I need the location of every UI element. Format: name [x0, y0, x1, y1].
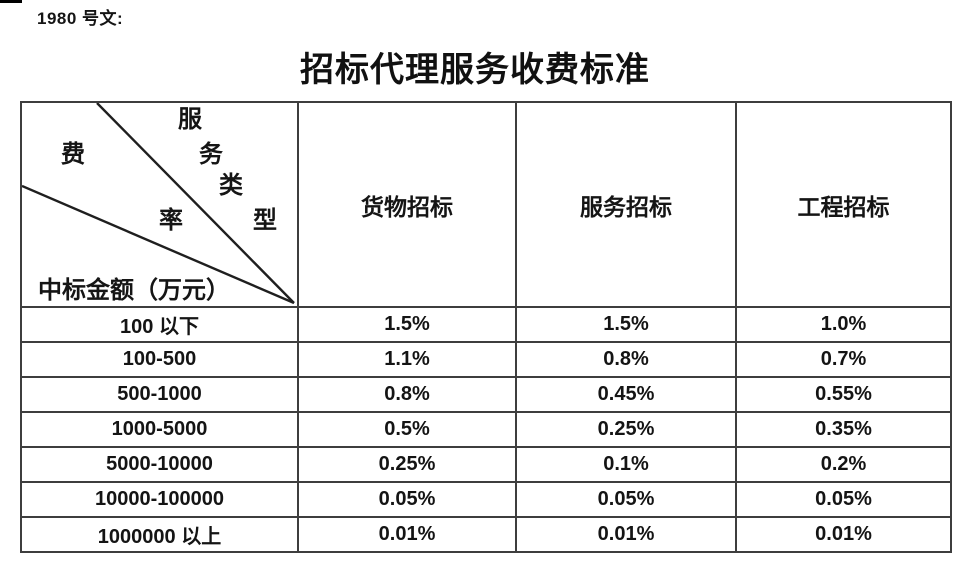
rate-cell: 0.55%	[735, 376, 952, 413]
table-row: 1000-5000 0.5% 0.25% 0.35%	[20, 411, 952, 448]
column-header-engineering: 工程招标	[735, 101, 952, 308]
amount-cell: 1000-5000	[20, 411, 299, 448]
column-header-goods: 货物招标	[297, 101, 517, 308]
table-row: 500-1000 0.8% 0.45% 0.55%	[20, 376, 952, 413]
document-number-label: 1980 号文:	[37, 9, 124, 28]
fee-standard-table: 服 务 类 型 费 率 中标金额（万元） 货物招标 服务招标 工程招标 100 …	[20, 101, 952, 553]
diagonal-corner-cell: 服 务 类 型 费 率 中标金额（万元）	[20, 101, 299, 308]
header-row: 服 务 类 型 费 率 中标金额（万元） 货物招标 服务招标 工程招标	[20, 101, 952, 308]
row-axis-char: 费	[61, 142, 85, 168]
row-axis-char: 率	[159, 208, 183, 234]
rate-cell: 0.8%	[515, 341, 737, 378]
scan-edge-mark	[0, 0, 22, 3]
amount-cell: 100-500	[20, 341, 299, 378]
table-row: 5000-10000 0.25% 0.1% 0.2%	[20, 446, 952, 483]
amount-cell: 1000000 以上	[20, 516, 299, 553]
diagonal-lines	[22, 103, 295, 304]
col-axis-char: 服	[178, 107, 202, 133]
table-row: 1000000 以上 0.01% 0.01% 0.01%	[20, 516, 952, 553]
fee-table: 服 务 类 型 费 率 中标金额（万元） 货物招标 服务招标 工程招标 100 …	[20, 101, 952, 553]
table-row: 100-500 1.1% 0.8% 0.7%	[20, 341, 952, 378]
row-axis-label: 中标金额（万元）	[38, 278, 230, 304]
rate-cell: 0.01%	[735, 516, 952, 553]
rate-cell: 0.35%	[735, 411, 952, 448]
rate-cell: 0.7%	[735, 341, 952, 378]
rate-cell: 0.2%	[735, 446, 952, 483]
rate-cell: 0.25%	[515, 411, 737, 448]
rate-cell: 0.25%	[297, 446, 517, 483]
rate-cell: 1.5%	[297, 306, 517, 343]
rate-cell: 0.01%	[515, 516, 737, 553]
rate-cell: 1.0%	[735, 306, 952, 343]
col-axis-char: 务	[199, 142, 223, 168]
rate-cell: 0.8%	[297, 376, 517, 413]
rate-cell: 0.05%	[735, 481, 952, 518]
rate-cell: 0.1%	[515, 446, 737, 483]
amount-cell: 500-1000	[20, 376, 299, 413]
diagonal-corner-inner: 服 务 类 型 费 率 中标金额（万元）	[22, 103, 297, 306]
rate-cell: 0.05%	[297, 481, 517, 518]
rate-cell: 0.01%	[297, 516, 517, 553]
column-header-services: 服务招标	[515, 101, 737, 308]
rate-cell: 0.05%	[515, 481, 737, 518]
col-axis-char: 型	[253, 208, 277, 234]
amount-cell: 5000-10000	[20, 446, 299, 483]
table-row: 10000-100000 0.05% 0.05% 0.05%	[20, 481, 952, 518]
col-axis-char: 类	[219, 173, 243, 199]
amount-cell: 10000-100000	[20, 481, 299, 518]
rate-cell: 0.5%	[297, 411, 517, 448]
rate-cell: 1.1%	[297, 341, 517, 378]
rate-cell: 0.45%	[515, 376, 737, 413]
rate-cell: 1.5%	[515, 306, 737, 343]
amount-cell: 100 以下	[20, 306, 299, 343]
page-title: 招标代理服务收费标准	[300, 52, 650, 89]
table-row: 100 以下 1.5% 1.5% 1.0%	[20, 306, 952, 343]
